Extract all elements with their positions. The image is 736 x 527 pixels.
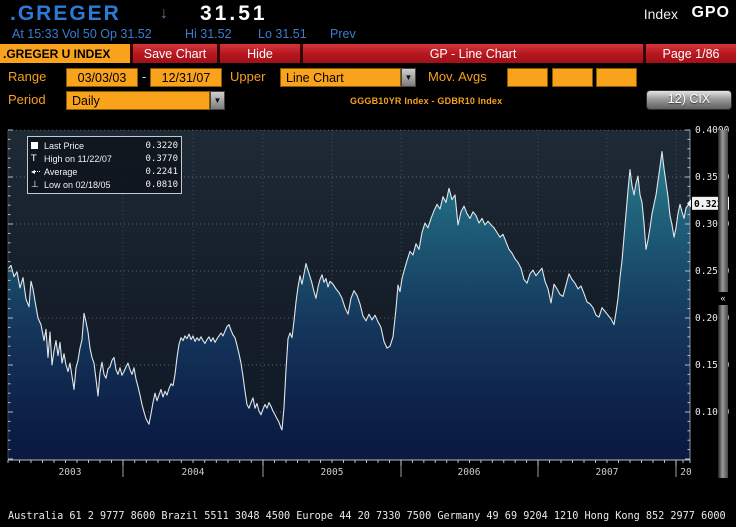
range-start-input[interactable]: 03/03/03 [66,68,138,87]
mov-avg-input-2[interactable] [552,68,593,87]
hide-button[interactable]: Hide [220,44,300,63]
vertical-scrollbar[interactable]: « [718,130,728,478]
cix-button[interactable]: 12) CIX [646,90,732,110]
ticker-symbol: .GREGER [10,2,121,25]
legend-label: Last Price [44,140,85,151]
y-axis-label: 0.3500 [695,172,730,183]
range-end-input[interactable]: 12/31/07 [150,68,222,87]
range-dash: - [142,69,147,84]
title-row: .GREGER ↓ 31.51 Index GPO [0,0,736,28]
toolbar: .GREGER U INDEX Save Chart Hide GP - Lin… [0,44,736,63]
square-icon [31,142,44,149]
price-chart: 0.4000 0.3500 0.3000 0.2500 0.2000 0.1500 0.10… [7,125,730,478]
index-pair-label: GGGB10YR Index - GDBR10 Index [350,96,503,106]
page-indicator[interactable]: Page 1/86 [646,44,736,63]
low-icon: ⊥ [31,179,39,190]
period-dropdown-arrow[interactable]: ▼ [210,91,225,110]
range-label: Range [8,69,47,84]
legend-value: 0.0810 [145,179,178,190]
mov-avg-input-1[interactable] [507,68,548,87]
y-axis-label: 0.1500 [695,360,730,371]
period-label: Period [8,92,46,107]
mov-avgs-label: Mov. Avgs [428,69,487,84]
quote-stat: At 15:33 Vol 50 Op 31.52 [12,27,152,41]
last-trade-price: 31.51 [200,2,268,25]
legend-row: Last Price 0.3220 [31,139,178,152]
mov-avg-input-3[interactable] [596,68,637,87]
legend-row: ⊥ Low on 02/18/05 0.0810 [31,178,178,191]
legend-label: Low on 02/18/05 [44,179,111,190]
x-axis-label: 2006 [458,467,481,478]
svg-text:0.3220: 0.3220 [694,199,729,210]
y-axis-label: 0.1000 [695,407,730,418]
chart-panel: 0.4000 0.3500 0.3000 0.2500 0.2000 0.1500 0.10… [0,116,736,480]
function-code: GPO [691,4,730,21]
collapse-handle-icon[interactable]: « [718,292,728,305]
quote-stat: Lo 31.51 [258,27,307,41]
y-axis-label: 0.2500 [695,266,730,277]
quote-stat: Hi 31.52 [185,27,232,41]
chart-legend: Last Price 0.3220 T High on 11/22/07 0.3770 A… [27,136,182,194]
x-axis-label: 2004 [182,467,205,478]
upper-label: Upper [230,69,266,84]
footer: Australia 61 2 9777 8600 Brazil 5511 304… [8,482,730,527]
price-down-arrow-icon: ↓ [160,5,168,22]
security-type-label: Index [643,6,678,22]
chart-type-dropdown-arrow[interactable]: ▼ [401,68,416,87]
legend-label: High on 11/22/07 [44,153,112,164]
legend-label: Average [44,166,78,177]
save-chart-button[interactable]: Save Chart [133,44,217,63]
function-title: GP - Line Chart [303,44,643,63]
quote-stats-row: At 15:33 Vol 50 Op 31.52 Hi 31.52 Lo 31.51… [0,27,736,43]
quote-stat: Prev [330,27,356,41]
footer-line-1: Australia 61 2 9777 8600 Brazil 5511 304… [8,511,726,522]
x-axis-label: 20 [680,467,692,478]
chart-type-select[interactable]: Line Chart [280,68,401,87]
y-axis-label: 0.4000 [695,125,730,136]
security-field[interactable]: .GREGER U INDEX [0,44,130,63]
avg-icon [31,168,44,175]
x-axis-label: 2005 [321,467,344,478]
period-select[interactable]: Daily [66,91,210,110]
legend-row: Average 0.2241 [31,165,178,178]
legend-row: T High on 11/22/07 0.3770 [31,152,178,165]
high-icon: T [31,153,37,164]
x-axis-label: 2007 [596,467,619,478]
x-axis-label: 2003 [59,467,82,478]
legend-value: 0.3770 [145,153,178,164]
legend-value: 0.3220 [145,140,178,151]
legend-value: 0.2241 [145,166,178,177]
y-axis-label: 0.3000 [695,219,730,230]
y-axis-label: 0.2000 [695,313,730,324]
